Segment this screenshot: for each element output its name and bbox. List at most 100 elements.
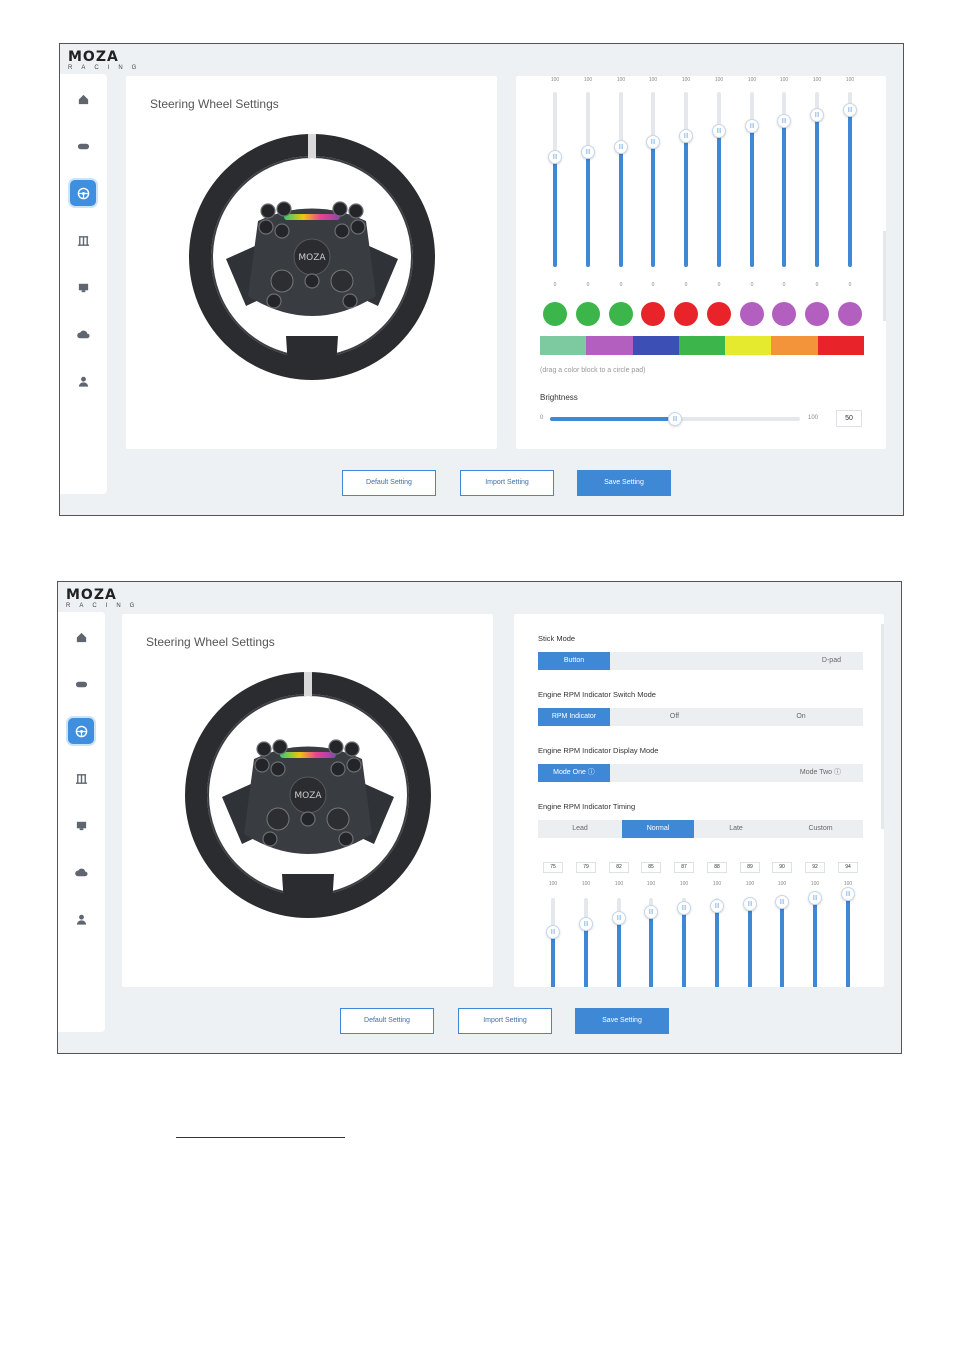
- rpm-slider[interactable]: |||: [679, 92, 693, 267]
- timing-value-input[interactable]: 87: [674, 862, 694, 873]
- timing-slider[interactable]: |||: [644, 898, 658, 987]
- rpm-slider[interactable]: |||: [712, 92, 726, 267]
- timing-slider-handle[interactable]: |||: [546, 925, 560, 939]
- palette-color-block[interactable]: [771, 336, 818, 355]
- led-color-pad[interactable]: [772, 302, 796, 326]
- segment-option[interactable]: Button: [538, 652, 610, 670]
- timing-slider-handle[interactable]: |||: [710, 899, 724, 913]
- nav-steering-wheel[interactable]: [70, 180, 96, 206]
- led-color-pad[interactable]: [609, 302, 633, 326]
- timing-slider[interactable]: |||: [841, 887, 855, 987]
- timing-value-input[interactable]: 90: [772, 862, 792, 873]
- rpm-slider-handle[interactable]: |||: [843, 103, 857, 117]
- led-color-pad[interactable]: [805, 302, 829, 326]
- rpm-slider[interactable]: |||: [614, 92, 628, 267]
- brightness-slider[interactable]: |||: [550, 412, 800, 426]
- brightness-handle[interactable]: |||: [668, 412, 682, 426]
- timing-value-input[interactable]: 75: [543, 862, 563, 873]
- timing-slider-handle[interactable]: |||: [775, 895, 789, 909]
- segment-option[interactable]: Lead: [572, 825, 588, 832]
- default-setting-button[interactable]: Default Setting: [342, 470, 436, 496]
- timing-slider[interactable]: |||: [612, 898, 626, 987]
- timing-slider[interactable]: |||: [579, 898, 593, 987]
- timing-value-input[interactable]: 85: [641, 862, 661, 873]
- timing-value-input[interactable]: 82: [609, 862, 629, 873]
- led-color-pad[interactable]: [641, 302, 665, 326]
- segment-option[interactable]: Mode One ⓘ: [538, 764, 610, 782]
- timing-value-input[interactable]: 89: [740, 862, 760, 873]
- rpm-slider-handle[interactable]: |||: [548, 150, 562, 165]
- rpm-slider[interactable]: |||: [581, 92, 595, 267]
- timing-value-input[interactable]: 79: [576, 862, 596, 873]
- rpm-slider[interactable]: |||: [646, 92, 660, 267]
- timing-slider-handle[interactable]: |||: [743, 897, 757, 911]
- nav-pedals[interactable]: [68, 765, 94, 791]
- rpm-slider-handle[interactable]: |||: [745, 118, 759, 133]
- rpm-slider-handle[interactable]: |||: [712, 124, 726, 138]
- timing-slider-handle[interactable]: |||: [677, 901, 691, 915]
- rpm-slider-handle[interactable]: |||: [679, 129, 693, 144]
- led-color-pad[interactable]: [576, 302, 600, 326]
- save-setting-button[interactable]: Save Setting: [577, 470, 671, 496]
- led-color-pad[interactable]: [707, 302, 731, 326]
- palette-color-block[interactable]: [632, 336, 679, 355]
- nav-user[interactable]: [70, 368, 96, 394]
- segment-option[interactable]: Mode Two ⓘ: [799, 769, 841, 776]
- nav-cloud[interactable]: [68, 859, 94, 885]
- led-color-pad[interactable]: [674, 302, 698, 326]
- nav-home[interactable]: [70, 86, 96, 112]
- nav-dashboard[interactable]: [68, 812, 94, 838]
- rpm-slider-handle[interactable]: |||: [614, 139, 628, 154]
- segment-option[interactable]: Off: [669, 713, 680, 720]
- timing-slider-handle[interactable]: |||: [579, 917, 593, 931]
- rpm-slider-handle[interactable]: |||: [777, 113, 791, 128]
- nav-wheelbase[interactable]: [70, 133, 96, 159]
- rpm-slider-handle[interactable]: |||: [581, 145, 595, 159]
- timing-slider-handle[interactable]: |||: [808, 891, 822, 905]
- import-setting-button[interactable]: Import Setting: [458, 1008, 552, 1034]
- segment-option[interactable]: Normal: [622, 820, 694, 838]
- timing-slider[interactable]: |||: [743, 897, 757, 987]
- nav-pedals[interactable]: [70, 227, 96, 253]
- segment-option[interactable]: On: [796, 713, 806, 720]
- segment-option[interactable]: Late: [729, 825, 743, 832]
- scrollbar[interactable]: [881, 624, 884, 829]
- rpm-slider[interactable]: |||: [810, 92, 824, 267]
- brightness-value-input[interactable]: 50: [836, 410, 862, 427]
- default-setting-button[interactable]: Default Setting: [340, 1008, 434, 1034]
- timing-slider[interactable]: |||: [710, 898, 724, 987]
- timing-slider[interactable]: |||: [546, 898, 560, 987]
- segment-option[interactable]: Custom: [808, 825, 833, 832]
- rpm-slider-handle[interactable]: |||: [646, 134, 660, 149]
- palette-color-block[interactable]: [678, 336, 726, 355]
- rpm-slider[interactable]: |||: [548, 92, 562, 267]
- palette-color-block[interactable]: [540, 336, 587, 355]
- timing-value-input[interactable]: 88: [707, 862, 727, 873]
- nav-steering-wheel[interactable]: [68, 718, 94, 744]
- timing-slider[interactable]: |||: [775, 895, 789, 987]
- timing-value-input[interactable]: 92: [805, 862, 825, 873]
- led-color-pad[interactable]: [543, 302, 567, 326]
- led-color-pad[interactable]: [740, 302, 764, 326]
- palette-color-block[interactable]: [817, 336, 864, 355]
- led-color-pad[interactable]: [838, 302, 862, 326]
- palette-color-block[interactable]: [725, 336, 772, 355]
- segment-option[interactable]: RPM Indicator: [538, 708, 610, 726]
- timing-slider-handle[interactable]: |||: [841, 887, 855, 901]
- save-setting-button[interactable]: Save Setting: [575, 1008, 669, 1034]
- segment-option[interactable]: D-pad: [821, 657, 841, 664]
- nav-wheelbase[interactable]: [68, 671, 94, 697]
- nav-user[interactable]: [68, 906, 94, 932]
- timing-slider[interactable]: |||: [808, 891, 822, 987]
- rpm-slider[interactable]: |||: [843, 92, 857, 267]
- nav-dashboard[interactable]: [70, 274, 96, 300]
- nav-cloud[interactable]: [70, 321, 96, 347]
- rpm-slider[interactable]: |||: [777, 92, 791, 267]
- import-setting-button[interactable]: Import Setting: [460, 470, 554, 496]
- timing-value-input[interactable]: 94: [838, 862, 858, 873]
- scrollbar[interactable]: [883, 231, 886, 321]
- nav-home[interactable]: [68, 624, 94, 650]
- rpm-slider[interactable]: |||: [745, 92, 759, 267]
- palette-color-block[interactable]: [586, 336, 633, 355]
- rpm-slider-handle[interactable]: |||: [810, 108, 824, 123]
